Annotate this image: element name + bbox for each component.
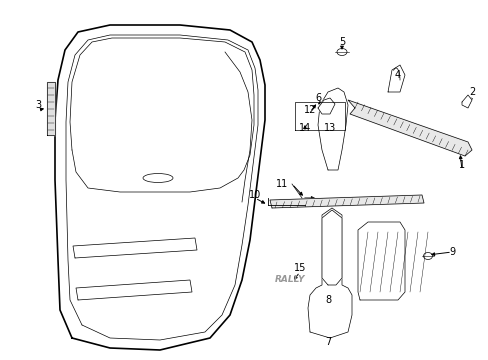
Text: 12: 12: [303, 105, 316, 115]
Polygon shape: [55, 25, 264, 350]
Text: RALLY: RALLY: [274, 275, 305, 284]
Polygon shape: [70, 38, 253, 192]
Text: 1: 1: [458, 160, 464, 170]
Polygon shape: [347, 100, 471, 156]
Polygon shape: [461, 95, 471, 108]
Polygon shape: [307, 208, 351, 338]
Text: 8: 8: [324, 295, 330, 305]
Text: 2: 2: [468, 87, 474, 97]
Text: 7: 7: [324, 337, 330, 347]
Text: 11: 11: [275, 179, 287, 189]
Polygon shape: [47, 82, 55, 135]
Polygon shape: [321, 210, 341, 285]
Text: 13: 13: [323, 123, 335, 133]
Text: 14: 14: [298, 123, 310, 133]
Text: 3: 3: [35, 100, 41, 110]
Polygon shape: [357, 222, 404, 300]
Polygon shape: [317, 98, 334, 114]
Text: 9: 9: [448, 247, 454, 257]
Polygon shape: [76, 280, 192, 300]
Polygon shape: [317, 88, 347, 170]
Polygon shape: [73, 238, 197, 258]
Polygon shape: [269, 195, 423, 208]
Text: 15: 15: [293, 263, 305, 273]
Text: 4: 4: [394, 70, 400, 80]
Text: 10: 10: [248, 190, 261, 200]
Text: 6: 6: [314, 93, 321, 103]
Text: 5: 5: [338, 37, 345, 47]
Polygon shape: [387, 65, 404, 92]
